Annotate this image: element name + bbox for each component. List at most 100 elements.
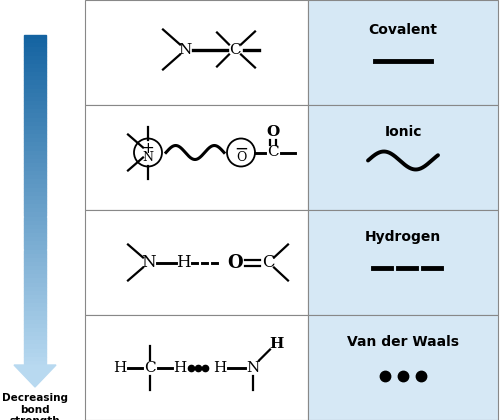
Bar — [24, 138, 46, 142]
Bar — [24, 122, 46, 126]
Bar — [24, 84, 46, 89]
Bar — [85, 315, 308, 420]
Text: Hydrogen: Hydrogen — [365, 231, 441, 244]
Bar — [24, 315, 46, 320]
Text: Ionic: Ionic — [384, 126, 422, 139]
Bar — [24, 324, 46, 328]
Bar — [24, 295, 46, 299]
Bar — [24, 299, 46, 303]
Bar — [24, 159, 46, 163]
Bar — [24, 266, 46, 270]
Bar — [24, 328, 46, 332]
Bar — [24, 216, 46, 221]
Bar — [24, 340, 46, 344]
Bar — [24, 204, 46, 208]
Text: H: H — [214, 360, 226, 375]
Bar — [24, 307, 46, 311]
Text: H: H — [269, 338, 283, 352]
Bar — [24, 208, 46, 213]
Bar — [24, 109, 46, 113]
Bar — [24, 72, 46, 76]
Bar — [85, 0, 308, 105]
Bar — [24, 52, 46, 55]
Bar — [24, 64, 46, 68]
Bar — [24, 80, 46, 84]
Text: H: H — [174, 360, 186, 375]
Bar — [24, 229, 46, 233]
Bar — [24, 68, 46, 72]
Bar — [24, 134, 46, 138]
Bar — [24, 336, 46, 340]
Bar — [24, 357, 46, 361]
Text: C: C — [229, 42, 241, 57]
Bar — [24, 171, 46, 175]
Bar — [24, 89, 46, 93]
Bar — [24, 353, 46, 357]
Bar — [24, 179, 46, 184]
Text: O: O — [227, 254, 243, 271]
Text: N: N — [140, 254, 156, 271]
Text: H: H — [114, 360, 126, 375]
Bar — [24, 43, 46, 47]
Bar — [24, 241, 46, 245]
Bar — [24, 237, 46, 241]
Bar — [24, 283, 46, 286]
Bar — [24, 97, 46, 101]
Bar — [24, 291, 46, 295]
Bar — [24, 254, 46, 258]
Bar — [24, 147, 46, 150]
Bar — [24, 220, 46, 225]
Bar — [24, 258, 46, 262]
Bar — [24, 47, 46, 52]
Bar — [24, 311, 46, 315]
Bar — [24, 39, 46, 43]
Bar — [24, 262, 46, 266]
Bar — [24, 192, 46, 196]
Text: C: C — [144, 360, 156, 375]
Bar — [24, 303, 46, 307]
Bar — [85, 210, 308, 315]
Bar — [24, 113, 46, 118]
Bar — [24, 150, 46, 155]
Bar — [24, 196, 46, 200]
Bar — [24, 163, 46, 167]
Text: O: O — [236, 151, 246, 164]
Bar — [308, 210, 498, 315]
Bar — [308, 105, 498, 210]
Bar — [24, 332, 46, 336]
Polygon shape — [14, 365, 56, 387]
Bar — [24, 184, 46, 188]
Bar — [24, 35, 46, 39]
Bar — [24, 118, 46, 122]
Bar — [24, 126, 46, 130]
Bar — [24, 286, 46, 291]
Text: N: N — [246, 360, 260, 375]
Bar — [24, 270, 46, 274]
Bar — [24, 233, 46, 237]
Bar — [24, 249, 46, 254]
Bar — [24, 361, 46, 365]
Bar — [24, 278, 46, 283]
Text: Covalent: Covalent — [368, 24, 438, 37]
Bar — [308, 0, 498, 105]
Bar — [24, 105, 46, 109]
Bar — [24, 320, 46, 324]
Text: O: O — [266, 126, 280, 139]
Bar — [24, 93, 46, 97]
Bar — [24, 55, 46, 60]
Text: −: − — [234, 139, 248, 158]
Bar — [24, 167, 46, 171]
Bar — [24, 101, 46, 105]
Bar — [24, 344, 46, 349]
Bar — [24, 188, 46, 192]
Bar — [85, 105, 308, 210]
Bar — [24, 349, 46, 353]
Text: N: N — [142, 151, 154, 164]
Bar — [24, 60, 46, 64]
Bar — [308, 315, 498, 420]
Bar — [24, 245, 46, 249]
Text: H: H — [176, 254, 190, 271]
Bar — [24, 213, 46, 216]
Text: N: N — [178, 42, 192, 57]
Bar — [24, 130, 46, 134]
